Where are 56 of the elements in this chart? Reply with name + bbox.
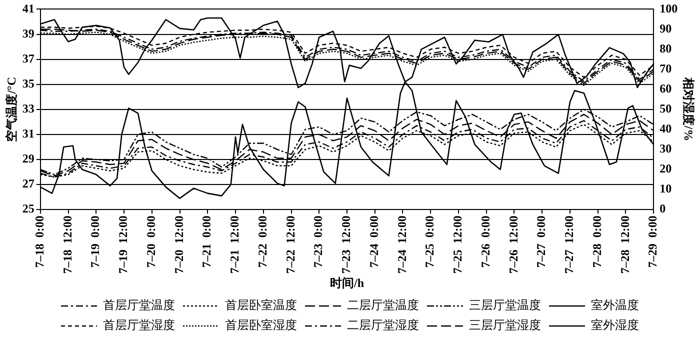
x-tick-label: 7–21 0:00 [200, 216, 214, 268]
y2-tick-label: 50 [660, 101, 672, 116]
legend-label: 首层厅堂温度 [103, 298, 175, 312]
y2-tick-label: 0 [660, 202, 666, 216]
y2-tick-label: 40 [660, 122, 672, 136]
y2-tick-label: 10 [660, 182, 672, 196]
x-tick-label: 7–21 12:00 [228, 216, 242, 274]
x-tick-label: 7–25 0:00 [422, 216, 437, 268]
y-tick-label: 31 [22, 126, 34, 141]
x-tick-label: 7–20 0:00 [144, 216, 158, 268]
x-tick-label: 7–20 12:00 [172, 216, 186, 274]
x-tick-label: 7–19 12:00 [116, 216, 130, 274]
legend-label: 二层厅堂温度 [347, 298, 419, 312]
legend-label: 室外温度 [591, 298, 639, 312]
x-tick-label: 7–28 12:00 [618, 216, 632, 274]
x-axis-title: 时间/h [330, 276, 364, 290]
x-tick-label: 7–27 0:00 [534, 216, 548, 268]
legend-label: 首层厅堂湿度 [103, 318, 175, 332]
x-tick-label: 7–26 0:00 [478, 216, 492, 268]
x-tick-label: 7–26 12:00 [506, 216, 520, 274]
x-tick-label: 7–23 0:00 [311, 216, 326, 268]
legend-label: 首层卧室温度 [225, 298, 297, 312]
x-tick-label: 7–19 0:00 [88, 216, 102, 268]
x-tick-label: 7–22 0:00 [255, 216, 270, 268]
y2-tick-label: 30 [660, 142, 672, 156]
x-tick-label: 7–25 12:00 [450, 216, 465, 274]
y2-tick-label: 90 [660, 21, 672, 36]
x-tick-label: 7–18 0:00 [32, 216, 46, 268]
x-tick-label: 7–28 0:00 [590, 216, 604, 268]
x-tick-label: 7–27 12:00 [562, 216, 576, 274]
y-axis-title: 空气温度/°C [4, 76, 18, 142]
y2-tick-label: 60 [660, 81, 672, 96]
x-tick-label: 7–24 12:00 [394, 216, 409, 274]
legend-label: 首层卧室湿度 [225, 318, 297, 332]
x-tick-label: 7–29 0:00 [646, 216, 660, 268]
legend-label: 二层厅堂湿度 [347, 318, 419, 332]
x-tick-label: 7–18 12:00 [60, 216, 74, 274]
legend-label: 三层厅堂温度 [469, 298, 541, 312]
x-tick-label: 7–22 12:00 [283, 216, 298, 274]
x-tick-label: 7–23 12:00 [339, 216, 354, 274]
y2-tick-label: 20 [660, 162, 672, 176]
y2-tick-label: 70 [660, 61, 672, 76]
y-tick-label: 35 [22, 76, 34, 90]
y2-axis-title: 相对湿度/% [682, 76, 696, 142]
legend-label: 三层厅堂湿度 [469, 318, 541, 332]
y2-tick-label: 100 [660, 1, 678, 16]
y-tick-label: 33 [22, 101, 34, 116]
y-tick-label: 25 [22, 202, 34, 216]
y-tick-label: 41 [22, 1, 34, 16]
legend-label: 室外湿度 [591, 318, 639, 332]
y-tick-label: 29 [22, 152, 34, 166]
y-tick-label: 27 [22, 176, 34, 191]
y2-tick-label: 80 [660, 41, 672, 56]
y-tick-label: 37 [22, 51, 34, 66]
y-tick-label: 39 [22, 26, 34, 40]
x-tick-label: 7–24 0:00 [366, 216, 381, 268]
